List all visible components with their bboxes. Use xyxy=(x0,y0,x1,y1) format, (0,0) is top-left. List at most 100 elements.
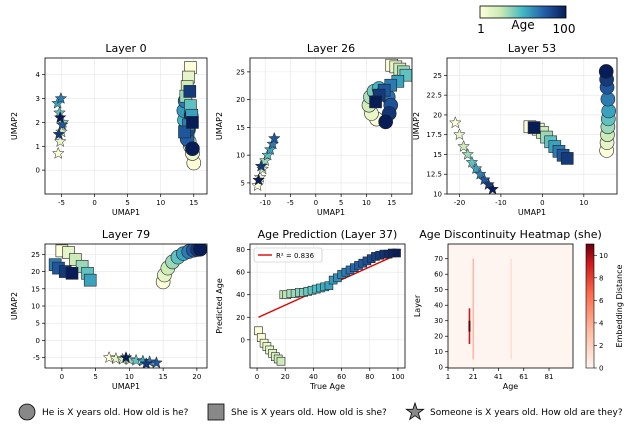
y-tick-label: 0 xyxy=(439,364,443,372)
data-point-star xyxy=(54,91,68,104)
plot-marks xyxy=(51,61,202,171)
y-tick-label: 60 xyxy=(434,271,443,279)
data-point-star xyxy=(457,139,470,152)
y-axis-label: Predicted Age xyxy=(215,278,224,334)
data-point-circle xyxy=(598,64,614,79)
x-tick-label: -20 xyxy=(454,199,465,207)
data-point-star xyxy=(473,167,487,180)
x-tick-label: 15 xyxy=(189,199,198,207)
y-tick-label: 10 xyxy=(434,348,443,356)
x-tick-label: 1 xyxy=(446,373,450,381)
data-point-star xyxy=(51,146,65,159)
chart-panel-2: -20 -10 0 10 10 12.5 15 17.5 20 22.5 25 Layer 53 UMA… xyxy=(412,42,618,217)
x-tick-label: 15 xyxy=(387,199,396,207)
circle-marker-icon xyxy=(18,403,36,421)
colorbar-tick-label: 0 xyxy=(599,365,603,373)
panel-title: Age Prediction (Layer 37) xyxy=(258,228,398,241)
x-tick-label: 41 xyxy=(494,373,503,381)
panel-title: Layer 26 xyxy=(307,42,355,55)
x-tick-label: 21 xyxy=(469,373,478,381)
x-tick-label: 5 xyxy=(93,373,97,381)
chart-panel-3: 0 5 10 15 20 -5 0 5 10 15 20 25 Layer 79 UMAP1 UMAP2 xyxy=(10,228,208,391)
plot-area xyxy=(250,244,405,368)
x-tick-label: 0 xyxy=(255,373,259,381)
y-tick-label: 2 xyxy=(36,119,40,127)
heatmap-hot-column xyxy=(472,258,475,360)
chart-panel-0: -5 0 5 10 15 0 1 2 3 4 Layer 0 UMAP1 UMAP2 xyxy=(10,42,208,217)
plot-frame xyxy=(249,57,413,195)
data-point-star xyxy=(465,155,479,168)
data-point-square xyxy=(369,95,382,109)
y-tick-label: 50 xyxy=(434,286,443,294)
x-tick-label: 5 xyxy=(125,199,129,207)
annotation-box xyxy=(253,247,323,263)
x-tick-label: 20 xyxy=(281,373,290,381)
y-tick-label: 25 xyxy=(31,251,40,259)
x-tick-label: 10 xyxy=(156,199,165,207)
x-tick-label: 100 xyxy=(391,373,404,381)
data-point-star xyxy=(448,116,462,129)
colorbar-tick-label: 6 xyxy=(599,297,604,305)
age-colorbar: Age 1 100 xyxy=(477,5,575,36)
x-axis-label: UMAP1 xyxy=(112,382,140,391)
plot-marks xyxy=(251,58,412,192)
plot-frame xyxy=(447,243,574,369)
y-tick-label: 20 xyxy=(236,96,245,104)
data-point-square xyxy=(178,125,191,139)
x-tick-label: 15 xyxy=(159,373,168,381)
y-tick-label: 60 xyxy=(236,269,245,277)
y-axis-label: UMAP2 xyxy=(215,112,224,140)
y-axis-label: Layer xyxy=(413,294,422,317)
y-tick-label: 4 xyxy=(36,71,41,79)
heatmap-peak-cell xyxy=(468,320,471,332)
y-tick-label: 12.5 xyxy=(426,171,442,179)
data-point-square xyxy=(560,152,574,165)
y-tick-label: 0 xyxy=(36,337,40,345)
y-axis-label: UMAP2 xyxy=(10,112,19,140)
data-point-square xyxy=(392,248,401,258)
plot-frame xyxy=(446,57,618,195)
x-axis-label: UMAP1 xyxy=(518,208,546,217)
y-tick-label: 15 xyxy=(31,285,40,293)
data-point-star xyxy=(102,351,116,364)
plot-marks xyxy=(48,244,207,368)
data-point-star xyxy=(129,353,143,366)
data-point-star xyxy=(461,147,475,160)
x-tick-label: 61 xyxy=(519,373,528,381)
data-point-star xyxy=(139,357,153,368)
y-tick-label: 17.5 xyxy=(426,131,442,139)
y-tick-label: 40 xyxy=(236,291,245,299)
chart-panel-4: 0 20 40 60 80 100 0 20 40 60 80 Age Prediction (Lay… xyxy=(215,228,406,391)
y-tick-label: 25 xyxy=(433,72,442,80)
data-point-star xyxy=(469,161,483,175)
x-tick-label: 10 xyxy=(362,199,371,207)
bottom-legend: He is X years old. How old is he? She is… xyxy=(18,401,623,421)
y-tick-label: 3 xyxy=(36,95,40,103)
square-marker-icon xyxy=(207,403,225,421)
y-tick-label: 10 xyxy=(433,191,442,199)
x-tick-label: 5 xyxy=(339,199,343,207)
y-tick-label: 40 xyxy=(434,302,443,310)
x-tick-label: 40 xyxy=(309,373,318,381)
y-tick-label: 22.5 xyxy=(426,92,442,100)
plot-frame xyxy=(44,243,208,369)
data-point-star xyxy=(453,127,466,141)
panel-title: Age Discontinuity Heatmap (she) xyxy=(419,228,602,241)
data-point-star xyxy=(267,131,281,144)
y-tick-label: 80 xyxy=(236,246,245,254)
data-point-star xyxy=(109,351,123,365)
y-tick-label: 1 xyxy=(36,143,40,151)
x-axis-label: Age xyxy=(503,382,519,391)
plot-marks xyxy=(448,64,617,194)
x-tick-label: -5 xyxy=(287,199,294,207)
data-point-square xyxy=(65,266,79,280)
y-tick-label: 20 xyxy=(236,314,245,322)
colorbar-tick-label: 10 xyxy=(599,252,608,260)
y-axis-label: UMAP2 xyxy=(10,292,19,320)
legend-circle-label: He is X years old. How old is he? xyxy=(42,408,189,418)
x-tick-label: -5 xyxy=(58,199,65,207)
x-tick-label: -10 xyxy=(495,199,506,207)
x-tick-label: 60 xyxy=(337,373,346,381)
